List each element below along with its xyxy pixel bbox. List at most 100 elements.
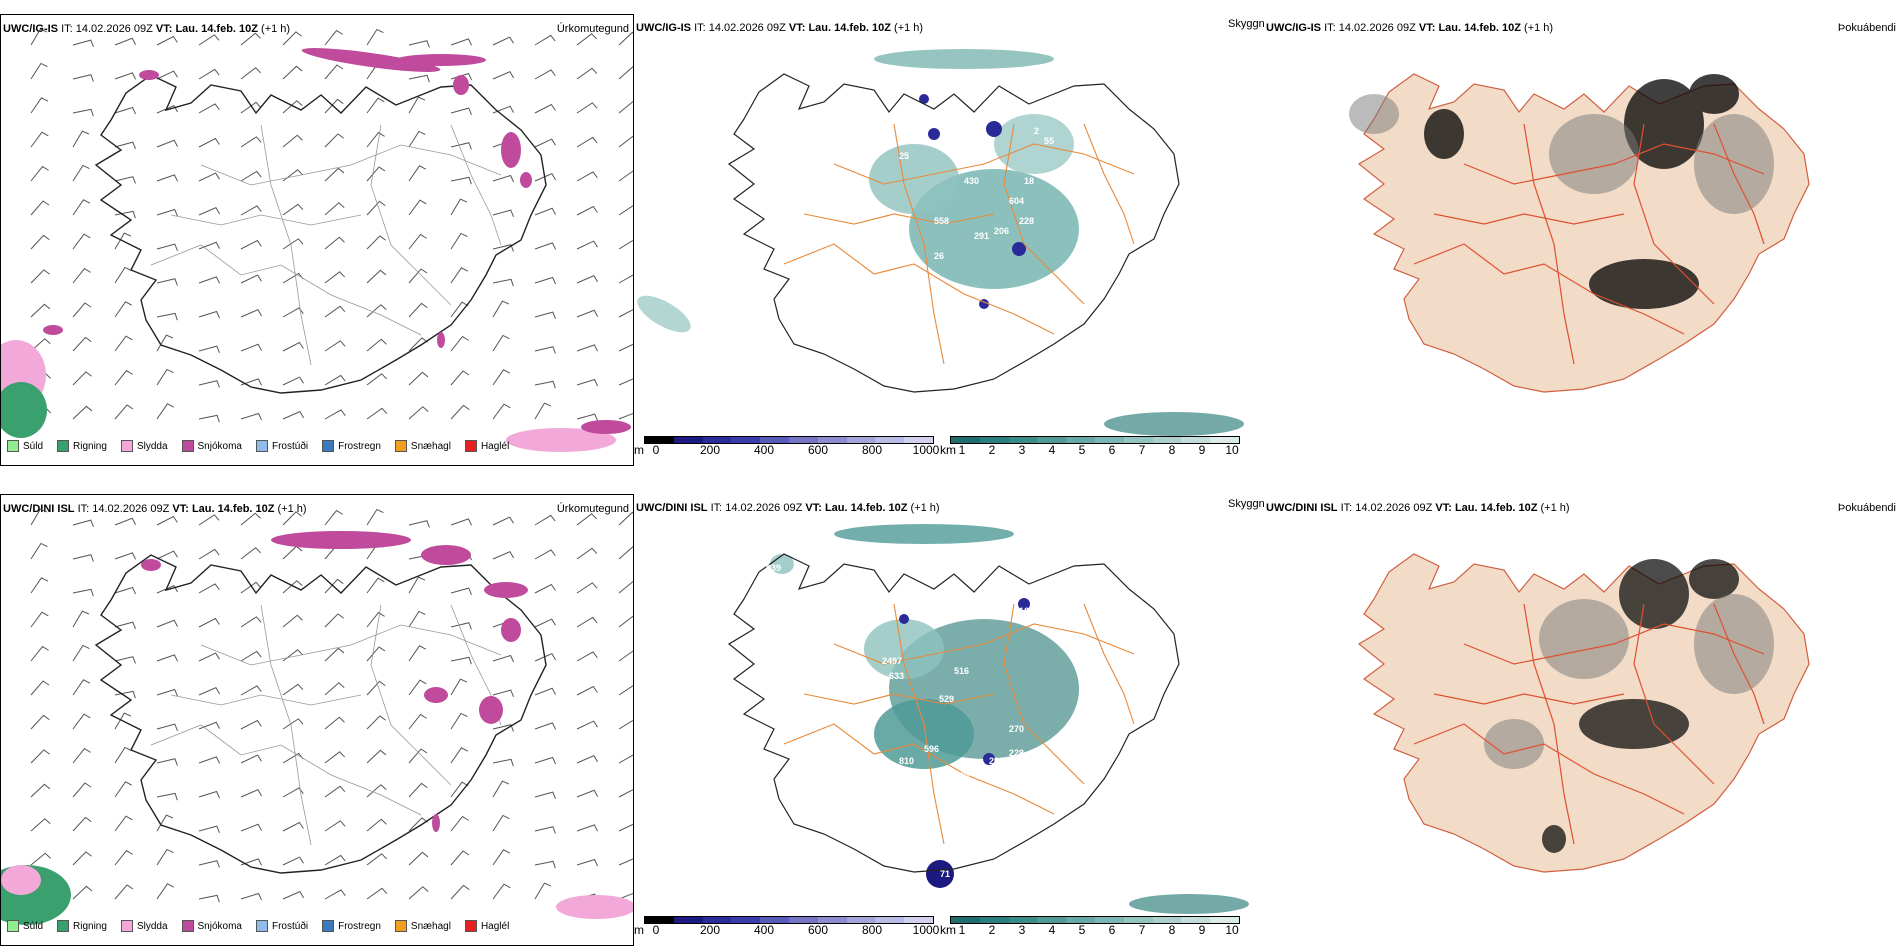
wind-barb — [240, 719, 262, 730]
wind-barb — [30, 338, 51, 352]
legend-swatch — [120, 440, 133, 452]
wind-barb — [240, 858, 263, 866]
rain-area — [1, 382, 47, 438]
wind-barb — [114, 586, 137, 595]
wind-barb — [282, 203, 304, 216]
wind-barb — [114, 552, 137, 560]
wind-barb — [492, 883, 511, 900]
legend-swatch — [57, 920, 70, 932]
wind-barb — [492, 551, 514, 560]
wind-barb — [576, 582, 598, 594]
colorbar-cell — [817, 917, 847, 923]
visibility-value-label: 430 — [964, 176, 979, 186]
wind-barb — [492, 758, 514, 767]
wind-barb — [534, 311, 556, 319]
fog-panel-2: UWC/DINI ISL IT: 14.02.2026 09Z VT: Lau.… — [1264, 494, 1900, 946]
visibility-value-label: 516 — [954, 666, 969, 676]
wind-barb — [198, 414, 220, 423]
road-line — [150, 724, 422, 816]
wind-barb — [366, 715, 386, 730]
wind-barb — [324, 716, 345, 730]
wind-barb — [198, 652, 220, 662]
wind-barb — [366, 131, 385, 148]
wind-barb — [282, 134, 303, 148]
road-line — [783, 243, 1055, 335]
wind-barb — [198, 310, 221, 319]
wind-barb — [324, 889, 346, 900]
snow-area — [484, 582, 528, 598]
colorbar-tick: 10 — [1225, 443, 1239, 457]
legend-item: Frostúði — [255, 920, 308, 932]
colorbar-tick: 800 — [861, 443, 883, 457]
wind-barb — [156, 848, 174, 866]
wind-barb — [324, 98, 344, 114]
colorbar-tick: 8 — [1168, 443, 1176, 457]
precip-title: Úrkomutegund — [556, 23, 629, 35]
wind-barb — [492, 689, 514, 697]
legend-item: Frostúði — [255, 440, 308, 452]
wind-barb — [72, 371, 92, 386]
road-line — [803, 213, 995, 225]
wind-barb — [282, 718, 304, 730]
wind-barb — [450, 656, 472, 665]
wind-barb — [324, 202, 345, 216]
ceiling-colorbar: m 0 200 400 600 800 1000 — [634, 436, 939, 458]
wind-barb — [282, 341, 304, 352]
wind-barb — [114, 746, 132, 764]
colorbar-cell — [1066, 437, 1095, 443]
legend-item: Haglél — [464, 440, 509, 452]
wind-barb — [576, 789, 599, 798]
visibility-value-label: 2 — [1034, 126, 1039, 136]
wind-barb — [450, 198, 468, 216]
wind-barb — [450, 267, 469, 284]
wind-barb — [198, 894, 220, 903]
wind-barb — [366, 235, 386, 250]
wind-barb — [282, 65, 303, 80]
wind-barb — [408, 233, 427, 250]
visibility-panel-2: UWC/DINI ISL IT: 14.02.2026 09Z VT: Lau.… — [634, 494, 1264, 946]
snow-area — [271, 531, 411, 549]
colorbar-cell — [904, 437, 933, 443]
visibility-value-label: 228 — [1009, 748, 1024, 758]
wind-barb — [408, 40, 430, 48]
wind-barb — [492, 71, 514, 80]
legend-swatch — [394, 920, 407, 932]
colorbar-cell — [702, 437, 732, 443]
colorbar-cells — [644, 436, 934, 444]
wind-barb — [282, 376, 304, 386]
road-line — [200, 144, 502, 186]
snow-area — [437, 332, 445, 348]
wind-barb — [366, 304, 387, 318]
wind-barb — [492, 174, 515, 183]
wind-barb — [534, 69, 556, 80]
wind-barb — [534, 380, 556, 389]
precip-map-2 — [1, 508, 633, 925]
visibility-value-label: 553 — [904, 771, 919, 781]
wind-barb — [450, 142, 472, 150]
snow-area — [581, 420, 631, 434]
road-line — [1433, 213, 1625, 225]
wind-barb — [156, 515, 178, 526]
wind-barb — [618, 822, 633, 832]
wind-barb — [198, 345, 220, 353]
colorbar-unit: m — [634, 443, 644, 457]
wind-barb — [72, 199, 91, 216]
wind-barb — [408, 165, 427, 182]
visibility-value-label: 12 — [939, 291, 949, 301]
visibility-colorbar: km 1 2 3 4 5 6 7 8 9 10 — [940, 436, 1240, 458]
wind-barb — [282, 411, 304, 420]
colorbar-unit: km — [940, 923, 956, 937]
colorbar-tick: 3 — [1018, 443, 1026, 457]
wind-barb — [618, 411, 633, 420]
wind-barb — [72, 336, 92, 352]
wind-barb — [450, 301, 469, 318]
snow-area — [501, 132, 521, 168]
wind-barb — [156, 208, 179, 217]
wind-barb — [72, 74, 94, 82]
visibility-value-label: 2497 — [882, 656, 902, 666]
wind-barb — [408, 886, 429, 900]
colorbar-tick: 5 — [1078, 443, 1086, 457]
wind-barb — [30, 783, 51, 798]
wind-barb — [366, 646, 386, 662]
wind-barb — [618, 100, 633, 114]
